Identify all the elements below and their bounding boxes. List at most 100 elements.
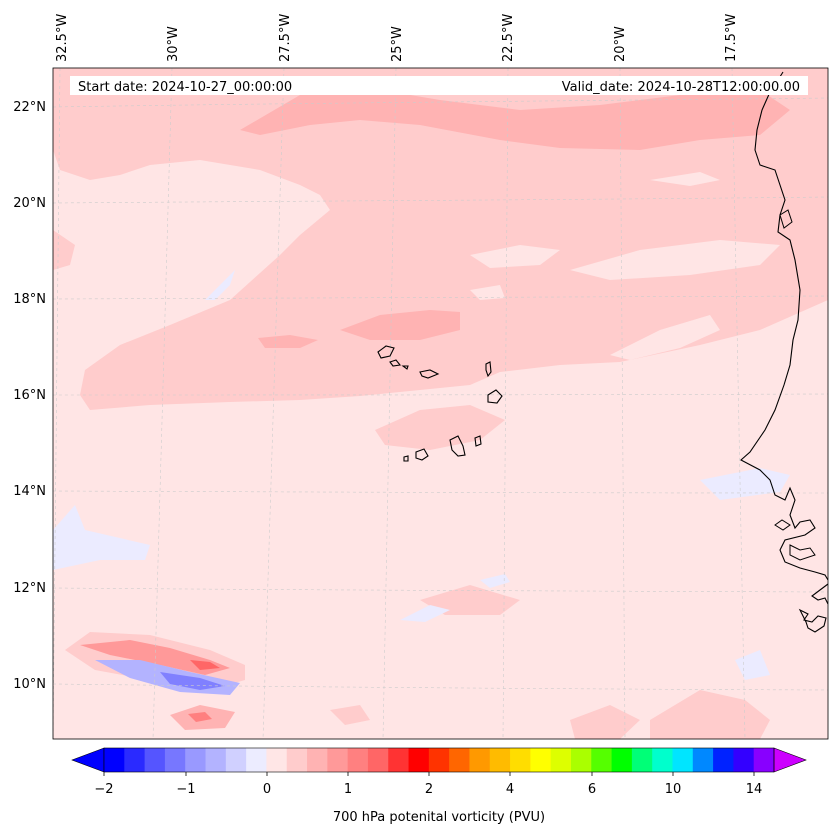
lon-label-27-5w: 27.5°W [278,14,293,62]
cb-tick-label: −2 [94,782,113,797]
colorbar-segment [713,748,734,772]
pv-contour-light-blue-3 [400,605,450,622]
pv-contour-light-blue-6 [735,650,770,680]
colorbar-segment [185,748,207,772]
colorbar-segment [733,748,755,772]
pv-contour-light-pink-west [53,230,75,270]
lon-label-30w: 30°W [166,26,181,62]
colorbar-segment [550,748,572,772]
pv-contour-light-pink-south-2 [650,690,770,739]
pv-contour-light-pink-south-3 [570,705,640,739]
colorbar-segments [104,748,775,772]
lat-label-14n: 14°N [13,484,46,499]
lat-label-18n: 18°N [13,292,46,307]
cape-verde-islands [377,345,503,462]
map-frame [52,67,829,740]
colorbar-segment [428,748,450,772]
lon-label-17-5w: 17.5°W [724,14,739,62]
colorbar-segment [652,748,673,772]
africa-coastline [740,71,828,581]
longitude-labels: 32.5°W 30°W 27.5°W 25°W 22.5°W 20°W 17.5… [55,14,739,62]
colorbar-segment [144,748,166,772]
valid-date-label: Valid_date: 2024-10-28T12:00:00.00 [562,80,800,95]
cb-tick-label: 4 [506,782,514,797]
cb-tick-label: 10 [665,782,682,797]
lat-label-16n: 16°N [13,388,46,403]
start-date-box [70,76,410,95]
colorbar-segment [347,748,369,772]
pv-contour-pale-streak-3 [470,285,505,300]
colorbar-segment [286,748,308,772]
cb-tick-label: 0 [263,782,271,797]
pv-contour-light-blue-1 [205,270,235,300]
colorbar-segment [753,748,775,772]
pv-contour-light-pink-south-4 [330,705,370,725]
colorbar-ticks [103,772,755,776]
lat-label-12n: 12°N [13,581,46,596]
pv-contour-light-blue-2 [53,505,150,570]
pv-contour-light-pink-mid [375,405,505,450]
valid-date-box [405,76,808,95]
colorbar-segment [307,748,328,772]
pv-contour-medium-pink-center [340,310,460,340]
pv-contour-sw-salmon [80,640,230,675]
colorbar-segment [510,748,531,772]
pv-contour-light-pink-north [53,68,828,410]
cb-tick-label: −1 [176,782,195,797]
cb-tick-label: 2 [425,782,433,797]
colorbar-segment [570,748,592,772]
colorbar-segment [246,748,267,772]
colorbar-segment [124,748,146,772]
pv-contour-pale-streak-5 [650,172,720,186]
map-panel [53,68,828,739]
latitude-labels: 22°N 20°N 18°N 16°N 14°N 12°N 10°N [13,100,46,692]
colorbar-tick-labels: −2 −1 0 1 2 4 6 10 14 [94,782,762,797]
lat-label-22n: 22°N [13,100,46,115]
colorbar-segment [631,748,653,772]
lon-label-32-5w: 32.5°W [55,14,70,62]
pv-contour-pale-streak-4 [610,315,720,360]
colorbar-segment [367,748,389,772]
cb-tick-label: 6 [588,782,596,797]
pv-contour-light-pink-south-1 [420,585,520,615]
colorbar-segment [104,748,125,772]
colorbar-segment [469,748,491,772]
pv-contour-sw-red-south [188,712,212,722]
colorbar-outline [103,747,775,773]
pv-contour-medium-pink-small [258,335,318,348]
colorbar-segment [266,748,288,772]
cb-tick-label: 1 [344,782,352,797]
colorbar-segment [591,748,613,772]
colorbar-segment [489,748,511,772]
start-date-label: Start date: 2024-10-27_00:00:00 [78,80,292,95]
gridlines [53,68,828,739]
colorbar-segment [225,748,247,772]
colorbar-segment [692,748,714,772]
colorbar-extend-max [773,747,807,773]
colorbar-segment [164,748,186,772]
pv-contour-pale-streak-1 [470,245,560,268]
lon-label-22-5w: 22.5°W [501,14,516,62]
lat-label-10n: 10°N [13,677,46,692]
colorbar: −2 −1 0 1 2 4 6 10 14 700 hPa potenital … [71,747,807,825]
lon-label-20w: 20°W [613,26,628,62]
colorbar-segment [530,748,552,772]
africa-coastline-south [798,583,828,633]
colorbar-segment [408,748,430,772]
pv-contour-light-blue-5 [480,574,510,588]
cb-tick-label: 14 [746,782,763,797]
colorbar-label: 700 hPa potenital vorticity (PVU) [333,810,545,825]
colorbar-segment [672,748,694,772]
africa-coastline-detail [774,209,816,561]
colorbar-segment [611,748,633,772]
pv-contour-sw-red-core [190,660,220,670]
pv-contour-sw-blue-core [160,672,225,690]
colorbar-extend-min [71,747,105,773]
lat-label-20n: 20°N [13,196,46,211]
colorbar-segment [388,748,410,772]
lon-label-25w: 25°W [390,26,405,62]
colorbar-segment [327,748,349,772]
pv-contour-medium-pink-ne [240,90,790,150]
pv-contour-light-blue-4 [700,468,790,500]
colorbar-segment [205,748,227,772]
